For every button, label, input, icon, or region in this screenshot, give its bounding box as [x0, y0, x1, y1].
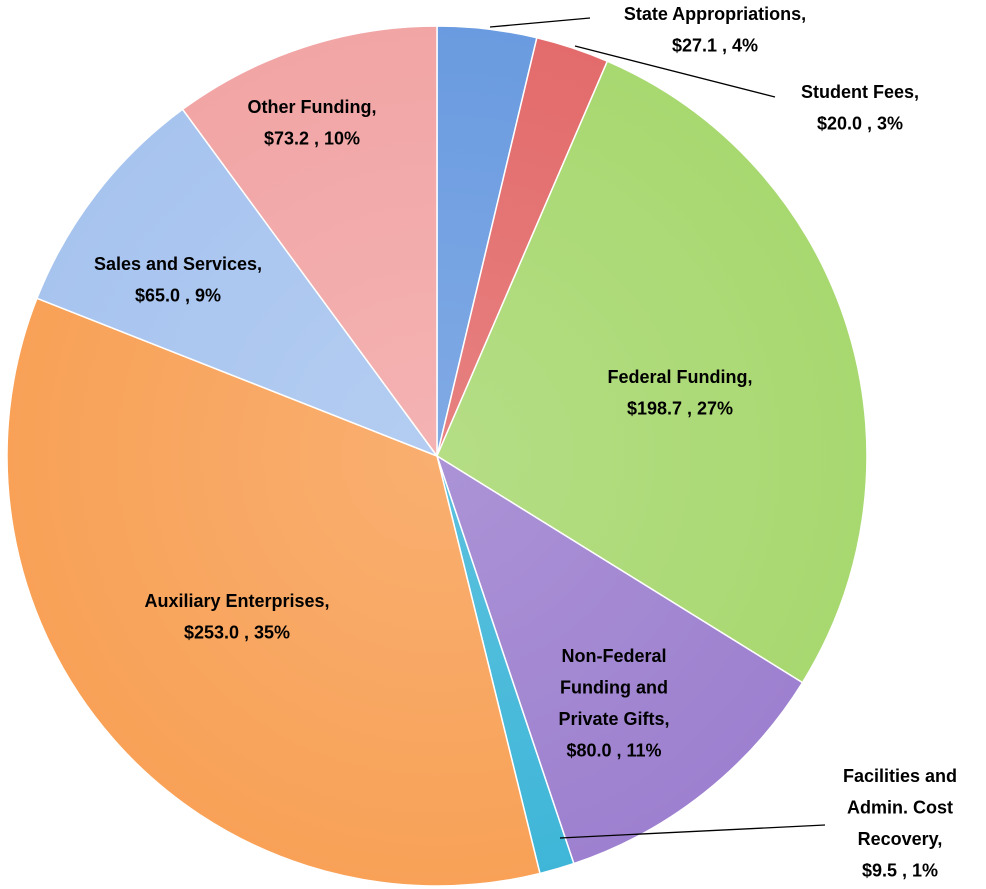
leader-line — [574, 45, 776, 98]
data-label: State Appropriations, — [624, 4, 806, 24]
labels: State Appropriations, $27.1 , 4% Student F… — [94, 4, 957, 881]
data-label: $80.0 , 11% — [566, 740, 661, 760]
data-label: Student Fees, — [801, 82, 919, 102]
data-label: Other Funding, — [248, 97, 377, 117]
pie — [6, 25, 868, 887]
leader-line — [489, 17, 591, 28]
data-label: Facilities and — [843, 766, 957, 786]
data-label: Non-Federal — [561, 646, 666, 666]
data-label: $65.0 , 9% — [135, 285, 221, 305]
data-label: Federal Funding, — [607, 367, 752, 387]
data-label: Private Gifts, — [558, 709, 669, 729]
data-label: $20.0 , 3% — [817, 113, 903, 133]
leader-line — [559, 824, 826, 839]
pie-slice — [435, 454, 804, 865]
data-label: $253.0 , 35% — [184, 622, 290, 642]
data-label: Recovery, — [858, 829, 943, 849]
pie-slice — [181, 25, 438, 459]
data-label: Auxiliary Enterprises, — [144, 591, 329, 611]
data-label: Admin. Cost — [847, 797, 953, 817]
data-label: $27.1 , 4% — [672, 35, 758, 55]
data-label: Funding and — [560, 677, 668, 697]
pie-slice — [436, 60, 868, 684]
data-label: $9.5 , 1% — [862, 860, 938, 880]
data-label: $73.2 , 10% — [264, 128, 360, 148]
data-label: Sales and Services, — [94, 254, 262, 274]
pie-slice — [35, 108, 440, 458]
data-label: $198.7 , 27% — [627, 398, 733, 418]
pie-slice — [6, 297, 541, 887]
